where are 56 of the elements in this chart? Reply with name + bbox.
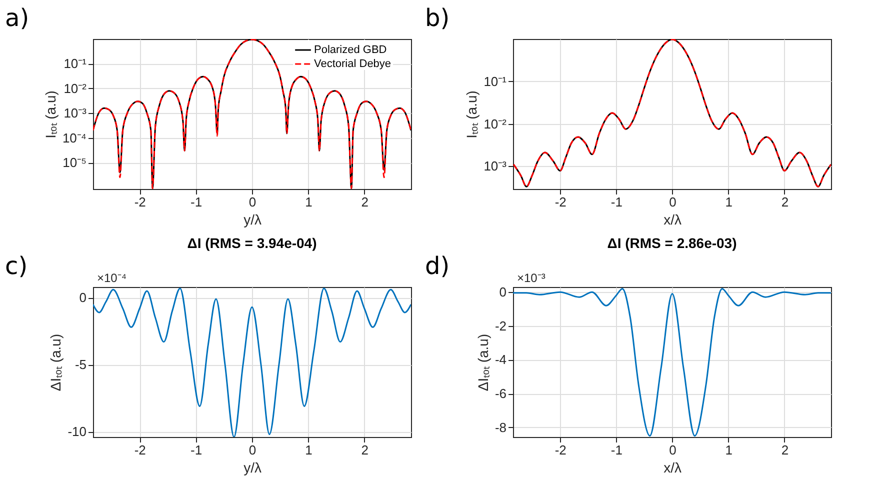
chart-title: ΔI (RMS = 2.86e-03) [607,235,737,251]
y-tick-label: 10⁻³ [64,106,88,121]
x-tick-label: 2 [361,442,368,458]
y-tick-label: 10⁻¹ [484,74,508,89]
x-tick-label: 2 [361,194,368,210]
text: c) [5,252,28,280]
y-tick-label: -6 [494,386,506,402]
x-axis-title: y/λ [244,212,262,228]
y-tick-label: 0 [79,290,86,306]
x-axis-title: x/λ [664,212,682,228]
text: a) [5,4,30,32]
x-tick-label: -2 [554,442,566,458]
x-tick-label: -2 [134,194,146,210]
y-tick-label: 10⁻⁴ [62,130,86,146]
y-axis-title: ΔIₜₒₜ (a.u) [48,334,64,392]
x-tick-label: 1 [305,442,312,458]
y-tick-label: -2 [494,318,506,334]
y-tick-label: 10⁻² [484,116,508,132]
x-tick-label: -1 [610,442,622,458]
y-tick-label: -8 [494,420,506,435]
text: d) [425,252,450,280]
x-axis-title: y/λ [244,460,262,476]
y-tick-label: 0 [499,284,506,300]
line-series [513,39,831,188]
y-axis-title: Iₜₒₜ (a.u) [464,90,480,138]
x-tick-label: 0 [248,442,256,458]
text: ×10⁻³ [517,271,546,285]
x-tick-label: 0 [248,194,256,210]
y-axis-title: Iₜₒₜ (a.u) [42,90,58,138]
line-series [93,288,411,437]
x-axis-title: x/λ [664,460,682,476]
y-tick-label: -5 [74,357,86,372]
x-tick-label: -1 [610,194,622,210]
y-tick-label: 10⁻² [64,80,88,96]
text: ×10⁻⁴ [97,271,127,285]
chart-title: ΔI (RMS = 3.94e-04) [187,235,317,251]
x-tick-label: 0 [669,194,676,210]
x-tick-label: 2 [781,442,789,458]
y-tick-label: 10⁻⁵ [62,155,86,170]
legend-label: Polarized GBD [314,44,387,56]
x-tick-label: 1 [725,194,732,210]
text: b) [425,4,450,32]
y-tick-label: -4 [494,352,506,368]
y-tick-label: 10⁻³ [484,158,508,174]
x-tick-label: -2 [554,194,566,210]
x-tick-label: -1 [190,442,202,458]
y-axis-title: ΔIₜₒₜ (a.u) [474,334,491,392]
legend-label: Vectorial Debye [314,58,392,70]
x-tick-label: -1 [190,194,202,210]
x-tick-label: -2 [134,442,146,458]
x-tick-label: 1 [725,442,732,458]
x-tick-label: 2 [781,194,789,210]
x-tick-label: 1 [305,194,312,210]
y-tick-label: -10 [68,424,86,440]
y-tick-label: 10⁻¹ [64,56,88,72]
x-tick-label: 0 [669,442,676,458]
